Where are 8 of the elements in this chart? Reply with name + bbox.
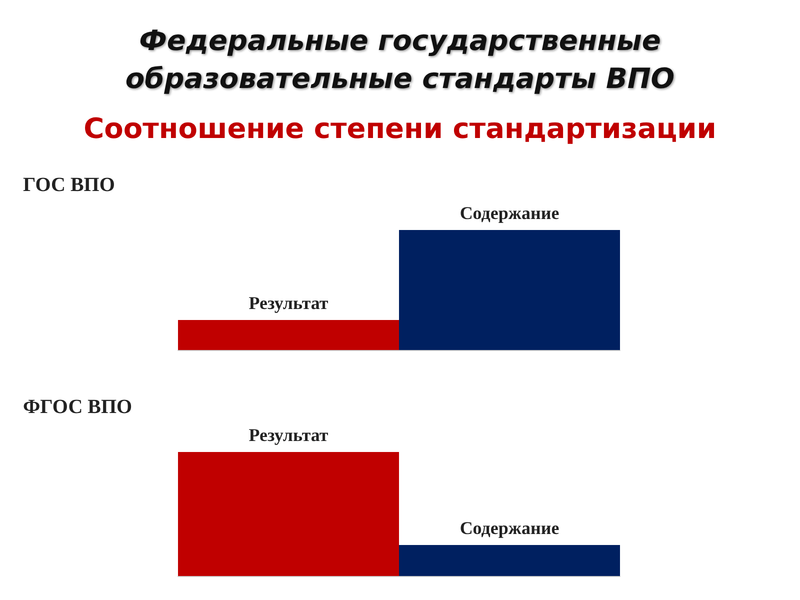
text: Соотношение степени стандартизации <box>82 112 718 145</box>
text: Федеральные государственные образовательные стандарты ВПО <box>124 23 676 97</box>
x-tick-label: Содержание <box>460 518 560 538</box>
x-tick-label: Результат <box>248 293 328 313</box>
chart-title: ФГОС ВПО <box>23 396 132 418</box>
x-tick-label: Содержание <box>460 203 560 223</box>
chart-title: ГОС ВПО <box>23 174 115 196</box>
x-tick-label: Результат <box>248 425 328 445</box>
